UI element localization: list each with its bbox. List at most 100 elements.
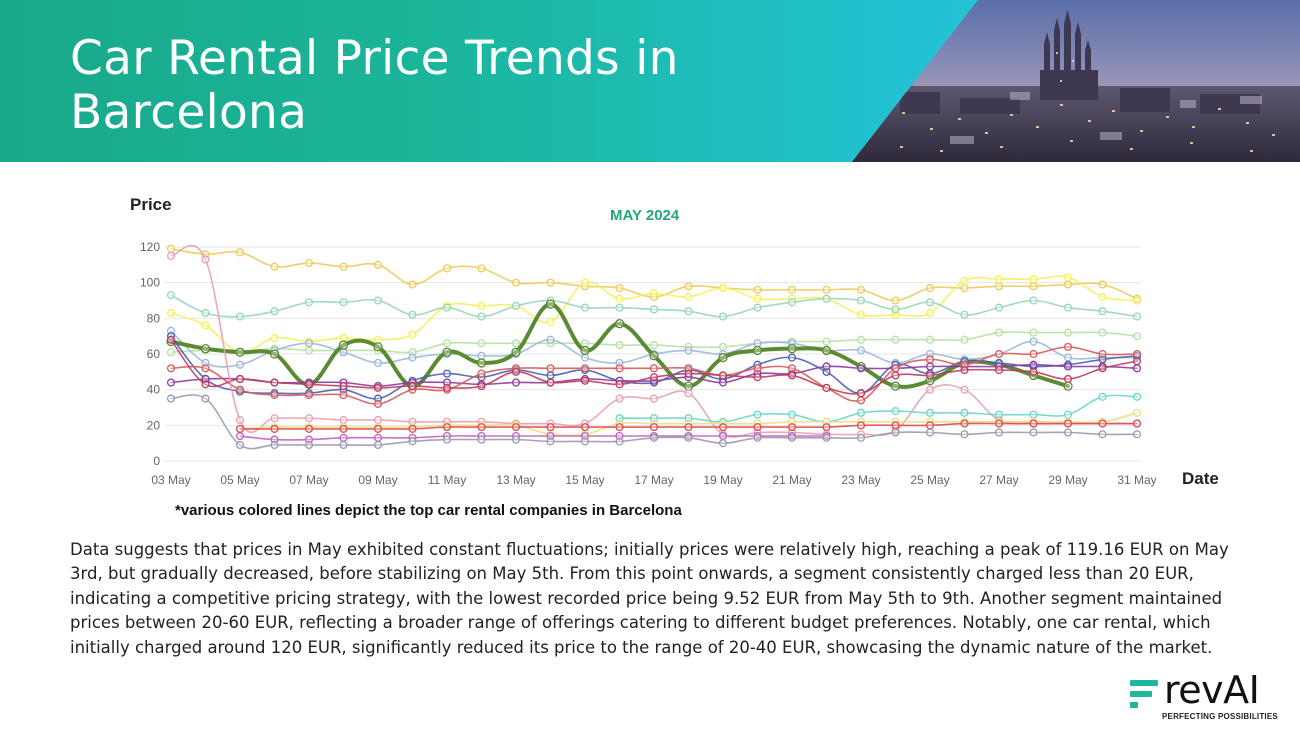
data-point — [615, 283, 624, 293]
data-point — [1029, 296, 1038, 305]
data-point — [684, 292, 693, 301]
x-tick-label: 29 May — [1048, 473, 1087, 487]
x-tick-label: 05 May — [220, 473, 259, 487]
data-point — [960, 365, 969, 375]
data-point — [546, 437, 555, 446]
data-point — [166, 394, 176, 403]
data-point — [201, 394, 210, 403]
data-point — [201, 380, 210, 389]
data-point — [339, 298, 348, 307]
data-point — [477, 351, 486, 360]
data-point — [166, 335, 176, 344]
data-point — [201, 321, 210, 330]
data-point — [960, 430, 969, 439]
data-point — [304, 440, 314, 450]
data-point — [684, 423, 693, 432]
header-banner: Car Rental Price Trends in Barcelona — [0, 0, 1300, 162]
data-point — [684, 282, 693, 291]
series-line-14 — [239, 435, 828, 441]
data-point — [166, 364, 176, 373]
page-title: Car Rental Price Trends in Barcelona — [70, 31, 679, 140]
data-point — [1132, 296, 1142, 305]
series-line-6 — [169, 302, 1070, 389]
data-point — [270, 333, 279, 343]
data-point — [339, 415, 348, 425]
data-point — [787, 298, 797, 307]
data-point — [304, 380, 314, 389]
data-point — [891, 305, 900, 314]
data-point — [442, 369, 452, 378]
data-point — [1098, 328, 1107, 337]
x-axis-label: Date — [1182, 469, 1219, 488]
data-point — [1029, 275, 1038, 284]
data-point — [408, 382, 417, 391]
data-point — [787, 371, 797, 380]
data-point — [891, 364, 900, 373]
data-point — [408, 280, 417, 289]
x-tick-label: 19 May — [703, 473, 742, 487]
data-point — [1063, 428, 1073, 437]
data-point — [994, 282, 1004, 291]
data-point — [753, 364, 762, 373]
data-point — [1098, 280, 1107, 289]
x-tick-label: 25 May — [910, 473, 949, 487]
data-point — [408, 437, 417, 446]
data-point — [925, 362, 935, 371]
data-point — [787, 410, 797, 419]
data-point — [787, 343, 797, 354]
data-point — [442, 347, 452, 357]
data-point — [235, 385, 245, 394]
data-point — [718, 352, 728, 363]
data-point — [201, 255, 210, 264]
data-point — [477, 301, 486, 310]
data-point — [477, 339, 486, 348]
data-point — [1029, 282, 1038, 291]
data-point — [718, 342, 728, 351]
data-point — [511, 347, 521, 357]
data-point — [649, 305, 659, 314]
data-point — [1098, 419, 1107, 428]
data-point — [270, 424, 279, 433]
data-point — [545, 299, 556, 309]
data-point — [925, 298, 935, 307]
x-tick-label: 31 May — [1117, 473, 1156, 487]
data-point — [476, 358, 487, 368]
data-point — [235, 347, 245, 357]
data-point — [822, 362, 831, 371]
data-point — [580, 345, 590, 356]
data-point — [787, 353, 797, 362]
data-point — [753, 423, 762, 432]
data-point — [925, 428, 935, 437]
data-point — [270, 378, 279, 387]
data-point — [1132, 419, 1142, 428]
data-point — [752, 345, 763, 356]
data-point — [718, 312, 728, 321]
x-tick-label: 17 May — [634, 473, 673, 487]
data-point — [891, 296, 900, 305]
data-point — [580, 278, 590, 287]
data-point — [994, 428, 1004, 437]
data-point — [822, 294, 831, 303]
data-point — [338, 340, 349, 350]
data-point — [442, 383, 452, 392]
data-point — [1132, 408, 1142, 417]
data-point — [890, 381, 901, 391]
data-point — [649, 373, 659, 382]
x-tick-label: 13 May — [496, 473, 535, 487]
data-point — [891, 407, 900, 416]
data-point — [856, 296, 866, 305]
data-point — [373, 358, 383, 367]
data-point — [891, 335, 900, 344]
data-point — [442, 303, 452, 312]
data-point — [373, 296, 383, 305]
data-point — [166, 348, 176, 357]
data-point — [615, 303, 624, 312]
data-point — [373, 335, 383, 344]
data-point — [304, 414, 314, 423]
data-point — [614, 319, 625, 329]
data-point — [821, 345, 832, 356]
data-point — [925, 308, 935, 318]
data-point — [235, 374, 245, 384]
data-point — [511, 339, 521, 348]
data-point — [373, 424, 383, 433]
